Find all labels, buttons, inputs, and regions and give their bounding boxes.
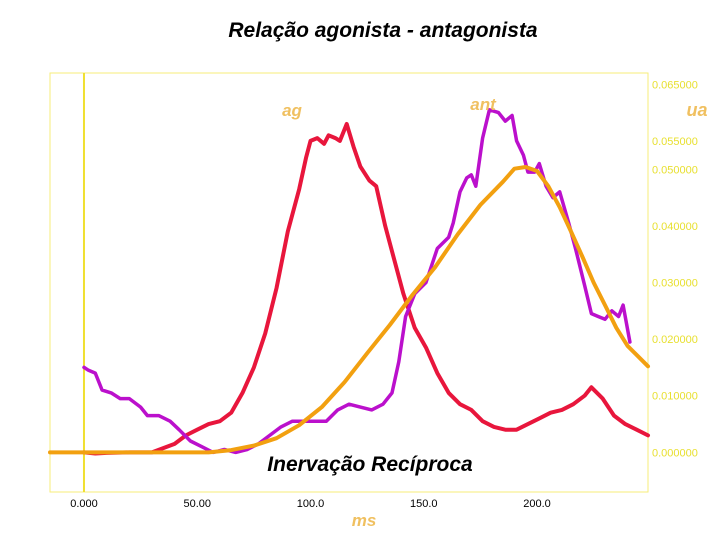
y-tick-label: 0.030000: [652, 278, 698, 290]
y-tick-label: 0.040000: [652, 221, 698, 233]
series-line-envelope: [48, 165, 650, 455]
series-line-ag: [82, 122, 650, 456]
x-tick-label: 100.0: [297, 498, 325, 510]
y-tick-label: 0.020000: [652, 334, 698, 346]
y-axis-title: ua: [686, 100, 707, 120]
chart-title: Relação agonista - antagonista: [228, 19, 538, 42]
annotation-text: Inervação Recíproca: [267, 453, 473, 476]
series-layer: [48, 108, 650, 456]
x-tick-label: 200.0: [523, 498, 551, 510]
series-label-ant: ant: [470, 95, 497, 114]
y-tick-label: 0.050000: [652, 164, 698, 176]
y-tick-label: 0.055000: [652, 136, 698, 148]
y-axis-ticks: 0.000000 0.010000 0.020000 0.030000 0.040000…: [652, 79, 698, 459]
y-tick-label: 0.010000: [652, 391, 698, 403]
x-axis-title: ms: [352, 511, 377, 530]
x-tick-label: 50.00: [183, 498, 211, 510]
x-tick-label: 150.0: [410, 498, 438, 510]
plot-frame: [49, 72, 649, 493]
y-tick-label: 0.000000: [652, 447, 698, 459]
x-tick-label: 0.000: [70, 498, 98, 510]
x-axis-ticks: 0.000 50.00 100.0 150.0 200.0: [70, 498, 551, 510]
series-label-ag: ag: [282, 101, 302, 120]
y-tick-label: 0.065000: [652, 79, 698, 91]
